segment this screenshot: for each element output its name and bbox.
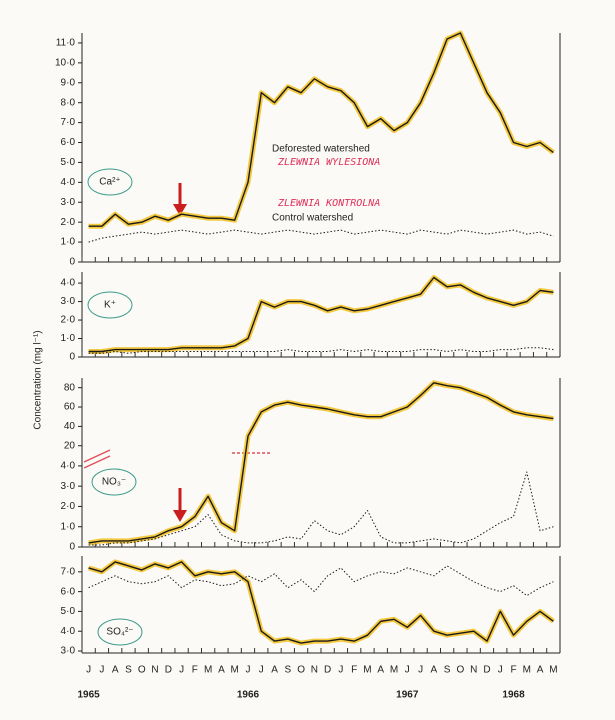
x-tick-label: S — [125, 665, 132, 676]
x-tick-label: N — [470, 665, 477, 676]
series-line — [88, 32, 554, 227]
x-tick-label: A — [112, 665, 119, 676]
x-tick-label: M — [363, 665, 371, 676]
x-tick-label: J — [99, 665, 104, 676]
year-label: 1968 — [502, 690, 525, 701]
x-tick-label: J — [338, 665, 343, 676]
y-tick-label: 4·0 — [61, 278, 76, 289]
panel-label-box — [97, 618, 143, 646]
year-label: 1967 — [396, 690, 419, 701]
y-tick-label: 4·0 — [61, 461, 76, 472]
y-tick-label: 1·0 — [61, 521, 76, 532]
x-tick-label: A — [377, 665, 384, 676]
x-tick-label: M — [231, 665, 239, 676]
x-tick-label: J — [418, 665, 423, 676]
x-tick-label: A — [271, 665, 278, 676]
x-tick-label: O — [297, 665, 305, 676]
panel-label-box — [91, 468, 137, 496]
annotation: ZLEWNIA WYLESIONA — [277, 157, 380, 168]
x-tick-label: M — [204, 665, 212, 676]
x-tick-label: A — [431, 665, 438, 676]
year-label: 1966 — [237, 690, 260, 701]
y-axis-label: Concentration (mg l⁻¹) — [33, 330, 44, 429]
panel-label: K⁺ — [104, 300, 116, 311]
x-tick-label: A — [537, 665, 544, 676]
y-tick-label: 40 — [64, 421, 76, 432]
x-tick-label: S — [444, 665, 451, 676]
series-line — [88, 561, 554, 644]
series-line — [88, 276, 554, 353]
panel-label: NO₃⁻ — [102, 477, 126, 488]
y-tick-label: 6·0 — [61, 586, 76, 597]
y-tick-label: 5·0 — [61, 606, 76, 617]
y-tick-label: 2·0 — [61, 217, 76, 228]
y-tick-label: 5·0 — [61, 157, 76, 168]
series-line — [88, 382, 554, 544]
y-tick-label: 7·0 — [61, 566, 76, 577]
y-tick-label: 1·0 — [61, 333, 76, 344]
x-tick-label: J — [179, 665, 184, 676]
year-label: 1965 — [78, 690, 101, 701]
x-tick-label: D — [324, 665, 331, 676]
series-name: Deforested watershed — [272, 144, 370, 155]
y-tick-label: 8·0 — [61, 97, 76, 108]
x-tick-label: M — [523, 665, 531, 676]
annotation: ZLEWNIA KONTROLNA — [277, 198, 380, 209]
panel-label: Ca²⁺ — [99, 177, 120, 188]
y-tick-label: 20 — [64, 440, 76, 451]
x-tick-label: N — [311, 665, 318, 676]
x-tick-label: O — [457, 665, 465, 676]
x-tick-label: D — [483, 665, 490, 676]
x-tick-label: J — [259, 665, 264, 676]
arrow — [173, 183, 187, 522]
x-tick-label: J — [498, 665, 503, 676]
y-tick-label: 6·0 — [61, 137, 76, 148]
x-tick-label: A — [218, 665, 225, 676]
y-tick-label: 2·0 — [61, 315, 76, 326]
y-tick-label: 2·0 — [61, 501, 76, 512]
series-line — [88, 565, 554, 597]
y-tick-label: 1·0 — [61, 237, 76, 248]
x-tick-label: O — [138, 665, 146, 676]
y-tick-label: 60 — [64, 402, 76, 413]
y-tick-label: 3·0 — [61, 481, 76, 492]
x-tick-label: F — [510, 665, 516, 676]
x-tick-label: M — [549, 665, 557, 676]
y-tick-label: 3·0 — [61, 296, 76, 307]
x-tick-label: N — [151, 665, 158, 676]
y-tick-label: 7·0 — [61, 117, 76, 128]
x-tick-label: J — [405, 665, 410, 676]
series-highlight — [87, 559, 555, 646]
series-highlight — [88, 275, 554, 354]
x-tick-label: J — [86, 665, 91, 676]
x-tick-label: S — [284, 665, 291, 676]
y-tick-label: 0 — [69, 542, 75, 553]
series-highlight — [88, 380, 554, 546]
y-tick-label: 4·0 — [61, 177, 76, 188]
series-line — [88, 229, 554, 243]
x-tick-label: D — [165, 665, 172, 676]
axis-break-mark — [83, 449, 270, 469]
panel-label-box — [87, 168, 133, 196]
panel-label: SO₄²⁻ — [106, 627, 133, 638]
y-tick-label: 3·0 — [61, 646, 76, 657]
y-tick-label: 0 — [69, 257, 75, 268]
y-tick-label: 11·0 — [56, 38, 76, 49]
x-tick-label: J — [245, 665, 250, 676]
y-tick-label: 4·0 — [61, 626, 76, 637]
x-tick-label: M — [390, 665, 398, 676]
y-tick-label: 10·0 — [55, 58, 75, 69]
series-line — [88, 347, 554, 354]
y-tick-label: 9·0 — [61, 77, 76, 88]
series-line — [88, 471, 554, 546]
x-tick-label: F — [192, 665, 198, 676]
x-tick-label: F — [351, 665, 357, 676]
y-tick-label: 0 — [69, 352, 75, 363]
series-name: Control watershed — [272, 213, 353, 224]
y-tick-label: 3·0 — [61, 197, 76, 208]
panel-label-box — [87, 291, 133, 319]
y-tick-label: 80 — [64, 382, 76, 393]
